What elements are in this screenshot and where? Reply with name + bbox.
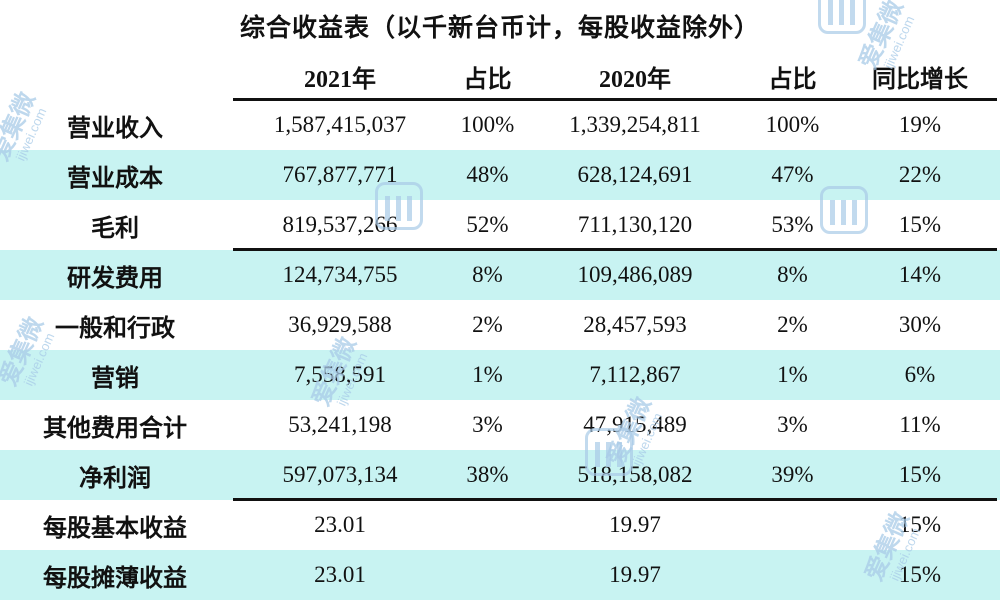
value-2020: 7,112,867 (589, 362, 681, 387)
row-label: 营业收入 (67, 114, 163, 142)
value-2021: 23.01 (314, 562, 366, 587)
value-2020: 47,915,489 (583, 412, 687, 437)
share-2020: 8% (777, 262, 808, 287)
table-header-row: 2021年 占比 2020年 占比 同比增长 (0, 52, 1000, 100)
divider-gross-profit (233, 248, 997, 251)
row-label: 其他费用合计 (43, 414, 187, 442)
value-2021: 23.01 (314, 512, 366, 537)
table-row-gross-profit: 毛利 819,537,266 52% 711,130,120 53% 15% (0, 200, 1000, 250)
share-2020: 2% (777, 312, 808, 337)
value-2021: 36,929,588 (288, 312, 392, 337)
yoy-growth: 15% (898, 462, 942, 487)
share-2020 (745, 500, 840, 550)
table-row-net-profit: 净利润 597,073,134 38% 518,158,082 39% 15% (0, 450, 1000, 500)
table-row-general-admin: 一般和行政 36,929,588 2% 28,457,593 2% 30% (0, 300, 1000, 350)
share-2020 (745, 550, 840, 600)
share-2021: 3% (472, 412, 503, 437)
value-2021: 597,073,134 (282, 462, 398, 487)
share-2021: 1% (472, 362, 503, 387)
yoy-growth: 15% (898, 562, 942, 587)
header-cell-label (0, 52, 230, 100)
value-2020: 1,339,254,811 (569, 112, 701, 137)
header-cell-2021: 2021年 (304, 66, 376, 93)
share-2021: 48% (466, 162, 509, 187)
table-row-revenue: 营业收入 1,587,415,037 100% 1,339,254,811 10… (0, 100, 1000, 150)
share-2021: 52% (466, 212, 509, 237)
value-2020: 518,158,082 (577, 462, 693, 487)
header-cell-share-2020: 占比 (768, 66, 817, 93)
yoy-growth: 15% (898, 512, 942, 537)
share-2020: 39% (771, 462, 814, 487)
value-2021: 53,241,198 (288, 412, 392, 437)
share-2021: 2% (472, 312, 503, 337)
table-row-marketing: 营销 7,558,591 1% 7,112,867 1% 6% (0, 350, 1000, 400)
yoy-growth: 11% (899, 412, 941, 437)
row-label: 营业成本 (67, 164, 163, 192)
yoy-growth: 19% (898, 112, 942, 137)
value-2021: 819,537,266 (282, 212, 398, 237)
share-2020: 47% (771, 162, 814, 187)
value-2020: 28,457,593 (583, 312, 687, 337)
share-2020: 53% (771, 212, 814, 237)
row-label: 净利润 (79, 464, 151, 492)
share-2021: 8% (472, 262, 503, 287)
share-2020: 100% (765, 112, 820, 137)
yoy-growth: 15% (898, 212, 942, 237)
value-2020: 19.97 (609, 562, 661, 587)
table-row-cost: 营业成本 767,877,771 48% 628,124,691 47% 22% (0, 150, 1000, 200)
row-label: 研发费用 (67, 264, 163, 292)
row-label: 毛利 (91, 214, 139, 242)
yoy-growth: 6% (904, 362, 936, 387)
divider-net-profit (233, 498, 997, 501)
row-label: 一般和行政 (55, 314, 175, 342)
table-row-rd-expense: 研发费用 124,734,755 8% 109,486,089 8% 14% (0, 250, 1000, 300)
table-row-diluted-eps: 每股摊薄收益 23.01 19.97 15% (0, 550, 1000, 600)
share-2021: 38% (466, 462, 509, 487)
page-title: 综合收益表（以千新台币计，每股收益除外） (239, 14, 760, 42)
header-cell-share-2021: 占比 (463, 66, 512, 93)
value-2021: 124,734,755 (282, 262, 398, 287)
row-label: 营销 (91, 364, 139, 392)
share-2021: 100% (460, 112, 515, 137)
value-2020: 711,130,120 (577, 212, 693, 237)
income-statement-table: 2021年 占比 2020年 占比 同比增长 营业收入 1,587,415,03… (0, 52, 1000, 600)
header-cell-yoy: 同比增长 (872, 66, 968, 93)
share-2021 (450, 500, 525, 550)
value-2021: 767,877,771 (282, 162, 398, 187)
yoy-growth: 14% (898, 262, 942, 287)
yoy-growth: 30% (898, 312, 942, 337)
value-2021: 1,587,415,037 (273, 112, 407, 137)
value-2021: 7,558,591 (294, 362, 386, 387)
value-2020: 109,486,089 (577, 262, 693, 287)
header-cell-2020: 2020年 (599, 66, 671, 93)
share-2021 (450, 550, 525, 600)
table-row-other-expense-total: 其他费用合计 53,241,198 3% 47,915,489 3% 11% (0, 400, 1000, 450)
row-label: 每股摊薄收益 (43, 564, 187, 592)
share-2020: 3% (777, 412, 808, 437)
value-2020: 19.97 (609, 512, 661, 537)
yoy-growth: 22% (898, 162, 942, 187)
row-label: 每股基本收益 (43, 514, 187, 542)
table-row-basic-eps: 每股基本收益 23.01 19.97 15% (0, 500, 1000, 550)
share-2020: 1% (777, 362, 808, 387)
divider-header (233, 98, 997, 101)
value-2020: 628,124,691 (577, 162, 693, 187)
